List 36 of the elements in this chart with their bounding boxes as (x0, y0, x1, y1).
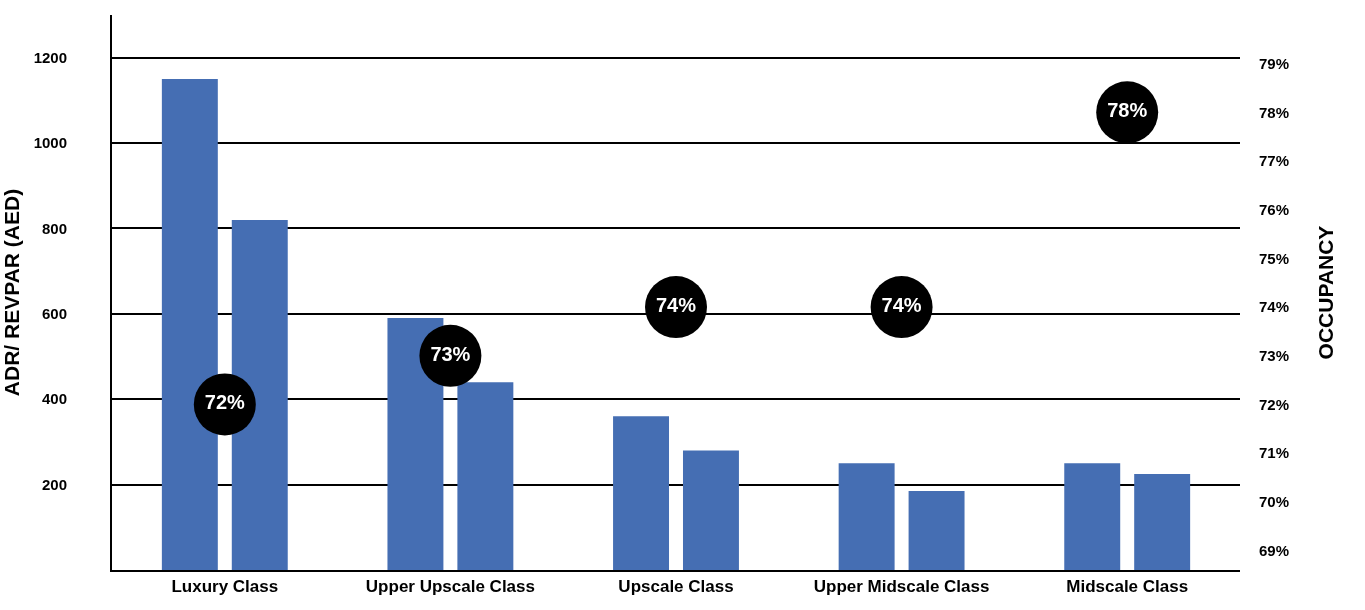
x-tick-label: Upscale Class (618, 577, 734, 597)
x-tick-label: Midscale Class (1066, 577, 1189, 597)
y2-tick-label: 69% (1259, 541, 1290, 559)
bar (1134, 473, 1191, 570)
bar (1064, 463, 1121, 570)
bar (682, 450, 739, 570)
y2-tick-label: 73% (1259, 347, 1290, 365)
y2-tick-label: 78% (1259, 103, 1290, 121)
y-tick-label: 400 (41, 390, 67, 408)
x-tick-label: Upper Midscale Class (813, 577, 990, 597)
y-tick-label: 1000 (33, 134, 67, 152)
y2-tick-label: 79% (1259, 54, 1290, 72)
data-label: 74% (655, 294, 697, 317)
y-tick-label: 1200 (33, 48, 67, 66)
bar (457, 382, 514, 570)
y-axis-title: ADR/ REVPAR (AED) (0, 188, 23, 397)
y2-tick-label: 71% (1259, 444, 1290, 462)
data-label: 73% (430, 342, 471, 365)
bar (908, 491, 965, 570)
data-label: 78% (1107, 99, 1148, 122)
y2-tick-label: 72% (1259, 395, 1290, 413)
y2-tick-label: 74% (1259, 298, 1290, 316)
data-label: 72% (204, 391, 246, 414)
x-tick-label: Upper Upscale Class (365, 577, 535, 597)
y2-tick-label: 70% (1259, 493, 1290, 511)
y2-tick-label: 77% (1259, 152, 1290, 170)
y2-tick-label: 75% (1259, 249, 1290, 267)
y2-axis-title: OCCUPANCY (1314, 225, 1338, 360)
y-tick-label: 600 (41, 305, 67, 323)
bar (838, 463, 895, 570)
y2-tick-label: 76% (1259, 200, 1290, 218)
y-tick-label: 800 (41, 219, 67, 237)
bar (613, 416, 670, 570)
data-label: 74% (881, 294, 922, 317)
x-tick-label: Luxury Class (171, 577, 279, 597)
y-tick-label: 200 (41, 475, 67, 493)
